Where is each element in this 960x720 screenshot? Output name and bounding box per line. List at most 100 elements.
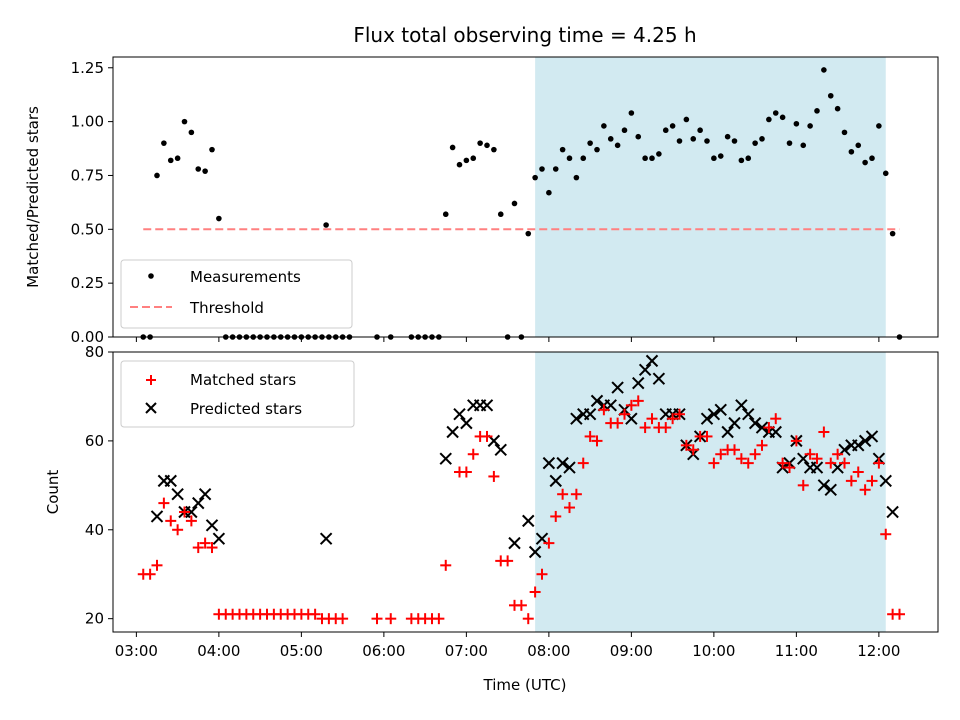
bottom-y-tick-label: 80 [85, 343, 104, 361]
measurement-point [814, 108, 820, 114]
measurement-point [642, 155, 648, 162]
predicted-star-point [549, 474, 562, 488]
matched-star-point [179, 506, 190, 518]
matched-star-point [756, 439, 768, 451]
measurement-point [491, 146, 497, 153]
matched-star-point [811, 453, 823, 465]
predicted-star-point [494, 443, 507, 456]
bottom-y-axis-label: Count [44, 470, 62, 515]
measurement-point [662, 127, 669, 134]
matched-stars-points [137, 395, 905, 625]
measurement-point [869, 155, 875, 162]
predicted-star-point [824, 483, 837, 496]
matched-star-point [784, 462, 795, 474]
measurement-point [188, 129, 195, 136]
measurement-point [525, 230, 532, 237]
predicted-star-point [164, 474, 177, 488]
matched-star-point [522, 613, 534, 625]
measurement-point [477, 140, 483, 146]
matched-star-point [199, 537, 211, 549]
matched-star-point [577, 457, 589, 469]
measurement-point [511, 200, 518, 207]
measurement-point [882, 170, 889, 177]
matched-star-point [680, 439, 692, 451]
matched-star-point [481, 430, 493, 442]
measurement-point [635, 133, 642, 140]
predicted-star-point [879, 474, 892, 488]
predicted-star-point [508, 536, 521, 550]
legend-predicted-label: Predicted stars [190, 400, 302, 418]
measurement-point [628, 110, 635, 116]
predicted-star-point [171, 488, 184, 501]
matched-star-point [151, 559, 163, 571]
top-y-tick-label: 0.50 [71, 220, 104, 238]
matched-star-point [612, 417, 624, 429]
predicted-star-point [319, 532, 333, 545]
predicted-star-point [446, 425, 459, 439]
predicted-star-point [852, 439, 865, 452]
predicted-star-point [700, 412, 714, 425]
measurement-point [566, 155, 573, 162]
matched-star-point [337, 613, 349, 625]
measurement-point [800, 142, 807, 149]
matched-star-point [701, 430, 713, 442]
measurement-point [766, 116, 772, 123]
predicted-star-point [460, 416, 473, 430]
top-x-ticks [135, 337, 880, 342]
matched-star-point [158, 497, 170, 509]
matched-star-point [529, 586, 541, 598]
measurement-point [456, 161, 463, 168]
x-tick-label: 09:00 [610, 642, 653, 660]
matched-star-point [488, 470, 500, 482]
top-y-tick-label: 0.75 [71, 166, 104, 184]
matched-star-point [894, 608, 905, 620]
matched-star-point [749, 448, 761, 460]
measurement-point [154, 172, 160, 179]
measurement-point [621, 127, 628, 134]
matched-star-point [385, 613, 397, 625]
measurement-point [704, 138, 710, 144]
predicted-star-point [645, 354, 659, 368]
measurement-point [876, 123, 882, 129]
matched-star-point [584, 430, 596, 442]
predicted-star-point [817, 479, 831, 492]
measurement-point [614, 142, 621, 149]
matched-star-point [687, 444, 699, 456]
predicted-star-point [198, 488, 212, 501]
matched-star-point [536, 568, 548, 580]
x-axis-label: Time (UTC) [483, 676, 567, 694]
measurement-point [195, 166, 202, 172]
predicted-star-point [611, 381, 624, 394]
measurement-point [841, 129, 848, 136]
matched-star-point [639, 422, 651, 434]
matched-star-point [598, 404, 610, 416]
bottom-y-ticks: 20 40 60 80 [85, 343, 113, 628]
matched-star-point [502, 555, 514, 567]
measurement-point [889, 230, 896, 237]
measurement-point [559, 146, 566, 153]
bottom-axes-frame [112, 351, 939, 633]
matched-star-point [185, 515, 197, 527]
bottom-y-tick-label: 40 [85, 521, 104, 539]
measurement-point [731, 138, 738, 144]
measurement-point [449, 144, 456, 151]
predicted-star-point [707, 408, 721, 421]
matched-star-point [880, 528, 892, 540]
legend-matched-label: Matched stars [190, 371, 296, 389]
measurement-point [607, 136, 614, 142]
measurement-point [676, 138, 683, 144]
measurement-point [779, 114, 786, 121]
predicted-star-point [542, 456, 556, 470]
matched-star-point [557, 488, 569, 500]
measurement-point [848, 148, 855, 155]
matched-star-point [852, 466, 864, 478]
predicted-star-point [721, 425, 734, 439]
predicted-star-point [583, 408, 597, 421]
matched-star-point [515, 599, 527, 611]
legend-measurements-label: Measurements [190, 268, 301, 286]
matched-star-point [790, 435, 802, 447]
measurement-point [807, 123, 813, 129]
x-tick-label: 11:00 [775, 642, 818, 660]
